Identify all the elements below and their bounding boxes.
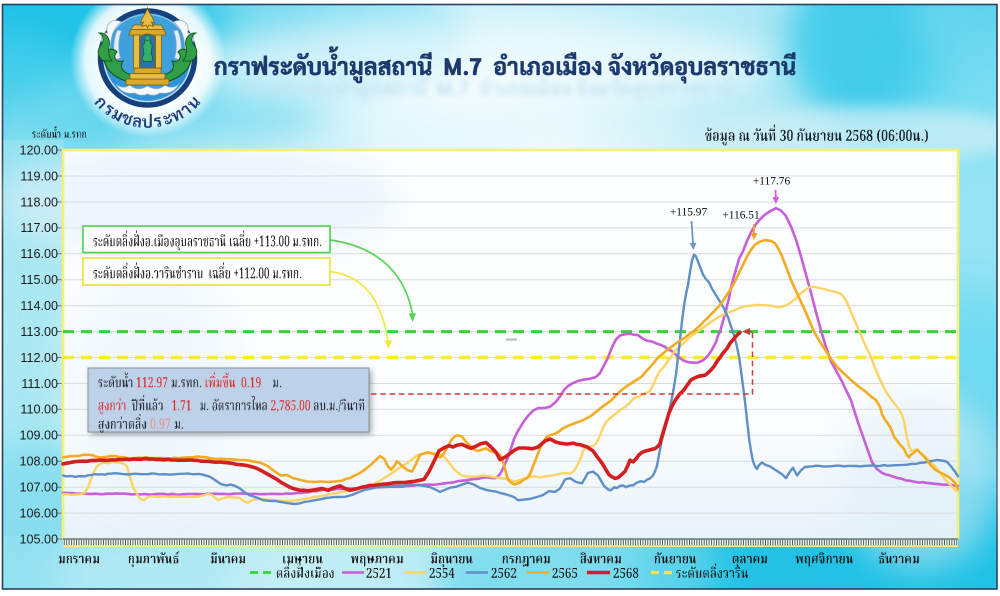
svg-text:+116.51: +116.51 <box>722 210 760 222</box>
svg-text:115.00: 115.00 <box>20 273 58 287</box>
svg-text:117.00: 117.00 <box>20 221 58 235</box>
svg-text:107.00: 107.00 <box>19 481 58 495</box>
svg-text:111.00: 111.00 <box>21 377 58 391</box>
svg-text:118.00: 118.00 <box>20 195 58 209</box>
svg-text:114.00: 114.00 <box>20 299 58 313</box>
svg-text:110.00: 110.00 <box>20 403 58 417</box>
svg-text:+117.76: +117.76 <box>753 176 791 188</box>
svg-text:119.00: 119.00 <box>20 169 58 183</box>
svg-text:105.00: 105.00 <box>19 532 58 546</box>
svg-text:+115.97: +115.97 <box>670 207 708 219</box>
svg-text:113.00: 113.00 <box>20 325 58 339</box>
svg-text:106.00: 106.00 <box>19 506 58 520</box>
svg-text:120.00: 120.00 <box>19 143 58 157</box>
svg-text:116.00: 116.00 <box>20 247 58 261</box>
svg-text:108.00: 108.00 <box>19 455 58 469</box>
svg-text:112.00: 112.00 <box>20 351 58 365</box>
svg-text:109.00: 109.00 <box>19 429 58 443</box>
